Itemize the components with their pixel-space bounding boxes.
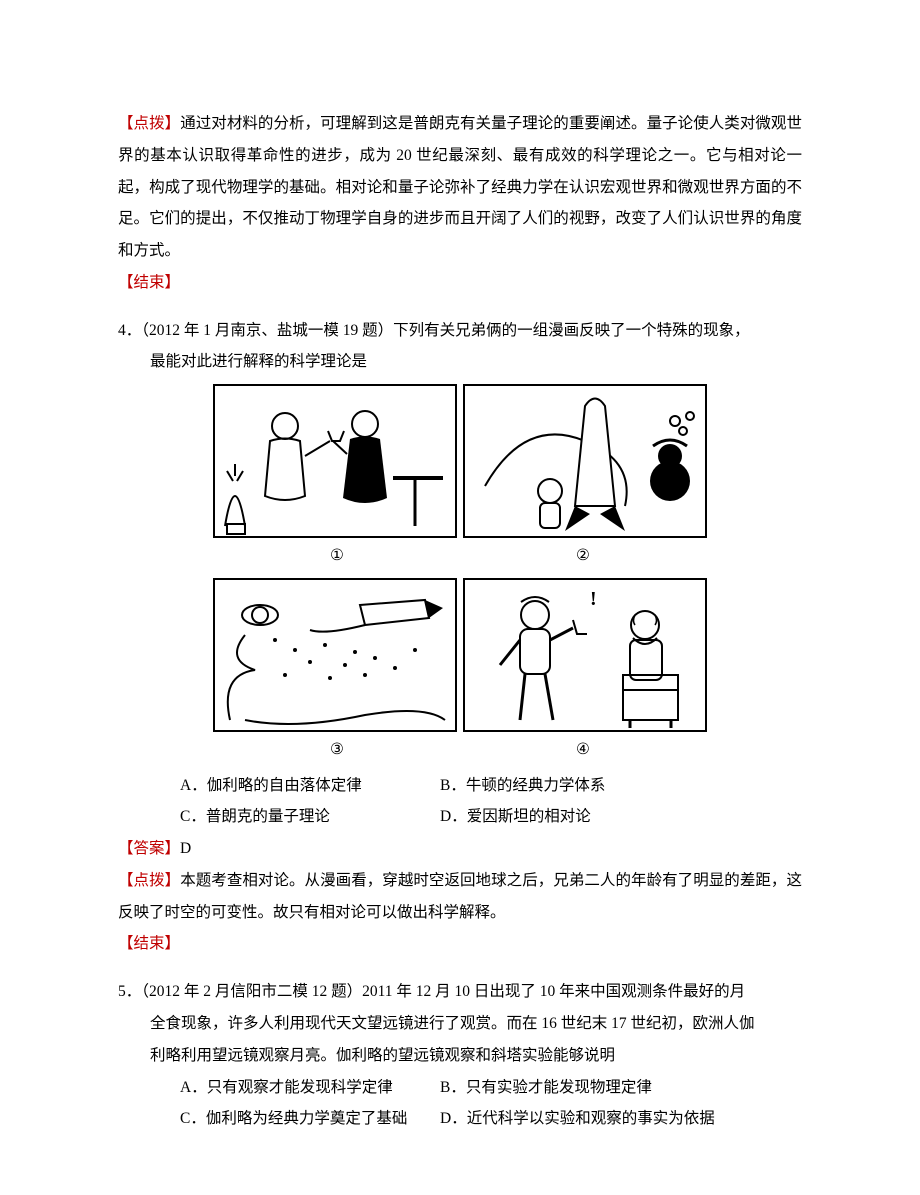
q5-stem-line1: 5．（2012 年 2 月信阳市二模 12 题）2011 年 12 月 10 日… (118, 976, 802, 1008)
end-marker: 【结束】 (118, 274, 180, 291)
q5-option-a: A．只有观察才能发现科学定律 (180, 1072, 440, 1104)
cartoon-toast-icon (215, 386, 455, 536)
q4-option-c: C．普朗克的量子理论 (180, 801, 440, 833)
q4-panel-label-2: ② (463, 540, 703, 572)
q4-option-d: D．爱因斯坦的相对论 (440, 801, 700, 833)
q4-panel-3 (213, 578, 457, 732)
q5-option-c: C．伽利略为经典力学奠定了基础 (180, 1103, 440, 1135)
q3-tip: 【点拨】通过对材料的分析，可理解到这是普朗克有关量子理论的重要阐述。量子论使人类… (118, 108, 802, 267)
q5-options: A．只有观察才能发现科学定律 B．只有实验才能发现物理定律 C．伽利略为经典力学… (118, 1072, 802, 1136)
q4-option-a: A．伽利略的自由落体定律 (180, 770, 440, 802)
q4-tip-text: 本题考查相对论。从漫画看，穿越时空返回地球之后，兄弟二人的年龄有了明显的差距，这… (118, 872, 802, 921)
end-marker: 【结束】 (118, 935, 180, 952)
q5-option-d: D．近代科学以实验和观察的事实为依据 (440, 1103, 760, 1135)
q4-tip: 【点拨】本题考查相对论。从漫画看，穿越时空返回地球之后，兄弟二人的年龄有了明显的… (118, 865, 802, 929)
spacer (118, 960, 802, 976)
q4-options: A．伽利略的自由落体定律 B．牛顿的经典力学体系 C．普朗克的量子理论 D．爱因… (118, 770, 802, 834)
q4-panel-label-3: ③ (217, 734, 457, 766)
q4-panel-1 (213, 384, 457, 538)
cartoon-rocket-launch-icon (465, 386, 705, 536)
page: 【点拨】通过对材料的分析，可理解到这是普朗克有关量子理论的重要阐述。量子论使人类… (0, 0, 920, 1195)
q4-panels-row2: ! (118, 578, 802, 732)
q4-answer: 【答案】D (118, 833, 802, 865)
tip-marker: 【点拨】 (118, 115, 180, 132)
q4-answer-value: D (180, 840, 191, 857)
q4-end: 【结束】 (118, 928, 802, 960)
q4-panel-2 (463, 384, 707, 538)
q5-stem-line2: 全食现象，许多人利用现代天文望远镜进行了观赏。而在 16 世纪末 17 世纪初，… (118, 1008, 802, 1040)
answer-marker: 【答案】 (118, 840, 180, 857)
q3-tip-text: 通过对材料的分析，可理解到这是普朗克有关量子理论的重要阐述。量子论使人类对微观世… (118, 115, 802, 259)
spacer (118, 299, 802, 315)
q4-option-b: B．牛顿的经典力学体系 (440, 770, 700, 802)
q4-panel-label-1: ① (217, 540, 457, 572)
q4-stem-line2: 最能对此进行解释的科学理论是 (118, 346, 802, 378)
q4-captions-row2: ③ ④ (118, 734, 802, 766)
q4-panel-label-4: ④ (463, 734, 703, 766)
svg-text:!: ! (590, 588, 597, 610)
q4-panels-row1 (118, 384, 802, 538)
q3-end: 【结束】 (118, 267, 802, 299)
q4-stem-line1: 4．（2012 年 1 月南京、盐城一模 19 题）下列有关兄弟俩的一组漫画反映… (118, 315, 802, 347)
q5-option-b: B．只有实验才能发现物理定律 (440, 1072, 700, 1104)
q5-stem-line3: 利略利用望远镜观察月亮。伽利略的望远镜观察和斜塔实验能够说明 (118, 1040, 802, 1072)
q4-captions-row1: ① ② (118, 540, 802, 572)
cartoon-twin-aging-icon: ! (465, 580, 705, 730)
q4-panel-4: ! (463, 578, 707, 732)
tip-marker: 【点拨】 (118, 872, 180, 889)
cartoon-space-travel-icon (215, 580, 455, 730)
